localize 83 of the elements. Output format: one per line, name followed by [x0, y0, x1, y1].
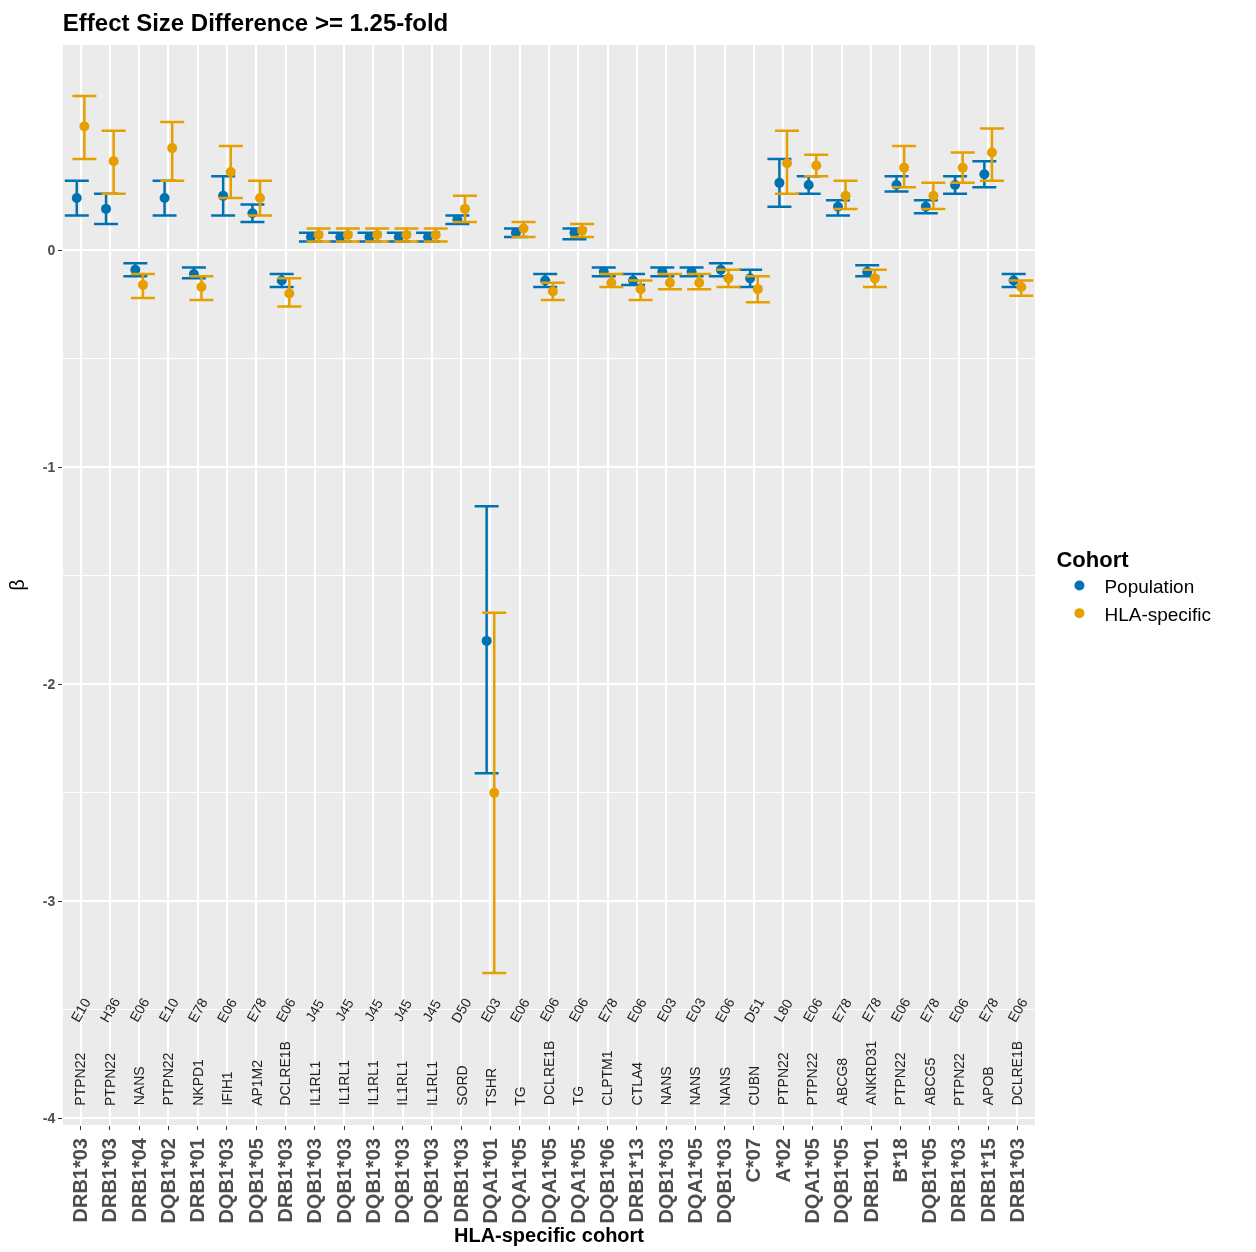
annotation: J45 [389, 996, 416, 1025]
annotation: ABCG5 [921, 1057, 938, 1106]
annotation: IL1RL1 [394, 1060, 411, 1106]
annotation: CTLA4 [629, 1061, 646, 1106]
x-tick-label: DRB1*03 [449, 1138, 472, 1223]
annotation: NANS [716, 1066, 733, 1106]
x-tick-label: DQB1*03 [391, 1138, 414, 1224]
annotation: DCLRE1B [540, 1040, 557, 1106]
x-axis-title: HLA-specific cohort [453, 1223, 645, 1246]
annotation: ABCG8 [834, 1057, 851, 1106]
x-tick-label: DRB1*03 [947, 1138, 970, 1223]
y-tick-label: -2 [42, 676, 56, 693]
x-tick-label: A*02 [771, 1138, 794, 1183]
x-tick-label: DRB1*03 [98, 1138, 121, 1223]
x-tick-label: DQB1*03 [361, 1138, 384, 1224]
annotation: J45 [331, 995, 357, 1024]
x-tick-label: DRB1*03 [1005, 1138, 1028, 1223]
annotation: TG [511, 1086, 528, 1106]
legend-label: Population [1104, 575, 1195, 597]
annotation: J45 [302, 996, 328, 1025]
annotation: AP1M2 [248, 1059, 265, 1106]
annotation: ANKRD31 [862, 1040, 879, 1106]
annotation: DCLRE1B [277, 1041, 294, 1106]
legend-title: Cohort [1056, 546, 1130, 572]
x-tick-label: DRB1*03 [69, 1138, 92, 1223]
annotation: APOB [980, 1066, 997, 1106]
annotation: L80 [770, 996, 796, 1025]
x-tick-label: DQB1*05 [244, 1138, 267, 1224]
annotation: SORD [453, 1065, 470, 1106]
annotation: PTPN22 [804, 1052, 821, 1106]
annotation: PTPN22 [101, 1052, 118, 1106]
x-tick-label: DQA1*05 [683, 1138, 706, 1224]
annotation: IFIH1 [219, 1071, 236, 1106]
y-axis-title: β [6, 579, 29, 591]
x-tick-label: DQB1*03 [303, 1138, 326, 1224]
annotation: IL1RL1 [423, 1060, 440, 1107]
y-tick-label: 0 [47, 242, 56, 259]
chart-title: Effect Size Difference >= 1.25-fold [62, 8, 449, 36]
annotation: DCLRE1B [1009, 1040, 1026, 1106]
annotation: PTPN22 [72, 1052, 89, 1106]
x-tick-label: DQB1*03 [332, 1138, 355, 1224]
annotation: J45 [419, 996, 445, 1025]
x-tick-label: DQB1*06 [596, 1138, 619, 1224]
legend-label: HLA-specific [1104, 603, 1212, 625]
annotation: J45 [360, 996, 387, 1024]
x-tick-label: B*18 [888, 1138, 911, 1183]
y-tick-label: -1 [42, 459, 56, 476]
x-tick-label: DQA1*05 [508, 1138, 531, 1224]
x-tick-label: DQB1*03 [420, 1138, 443, 1224]
x-tick-label: DQB1*05 [830, 1138, 853, 1224]
x-tick-label: DRB1*13 [625, 1138, 648, 1223]
y-tick-label: -3 [42, 893, 56, 910]
annotation: PTPN22 [892, 1052, 909, 1106]
x-tick-label: DRB1*04 [127, 1137, 150, 1223]
annotation: NKPD1 [189, 1058, 206, 1106]
annotation: IL1RL1 [306, 1060, 323, 1106]
annotation: PTPN22 [775, 1052, 792, 1106]
annotation: CUBN [746, 1065, 763, 1106]
annotation: PTPN22 [950, 1052, 967, 1107]
y-tick-label: -4 [42, 1110, 56, 1127]
annotation: PTPN22 [160, 1052, 177, 1106]
annotation: IL1RL1 [335, 1059, 352, 1106]
x-tick-label: DQB1*02 [156, 1138, 179, 1224]
x-tick-label: DRB1*01 [859, 1138, 882, 1223]
x-tick-label: DRB1*15 [976, 1138, 999, 1223]
x-tick-label: DQB1*03 [215, 1138, 238, 1224]
annotation: NANS [687, 1066, 704, 1106]
annotation: NANS [130, 1066, 147, 1106]
x-tick-label: DQA1*05 [566, 1138, 589, 1224]
annotation: TG [570, 1085, 587, 1106]
x-tick-label: DQB1*03 [713, 1138, 736, 1224]
x-tick-label: DQB1*03 [654, 1138, 677, 1224]
annotation: NANS [657, 1066, 674, 1106]
annotation: IL1RL1 [365, 1060, 382, 1106]
x-tick-label: DQA1*05 [800, 1138, 823, 1224]
x-tick-label: DRB1*03 [274, 1138, 297, 1223]
x-tick-label: DRB1*01 [186, 1138, 209, 1223]
annotation: CLPTM1 [599, 1050, 616, 1106]
x-tick-label: DQB1*05 [918, 1138, 941, 1224]
x-tick-label: C*07 [742, 1138, 765, 1183]
annotation: TSHR [482, 1067, 499, 1107]
x-tick-label: DQA1*05 [537, 1138, 560, 1224]
x-tick-label: DQA1*01 [478, 1138, 501, 1224]
